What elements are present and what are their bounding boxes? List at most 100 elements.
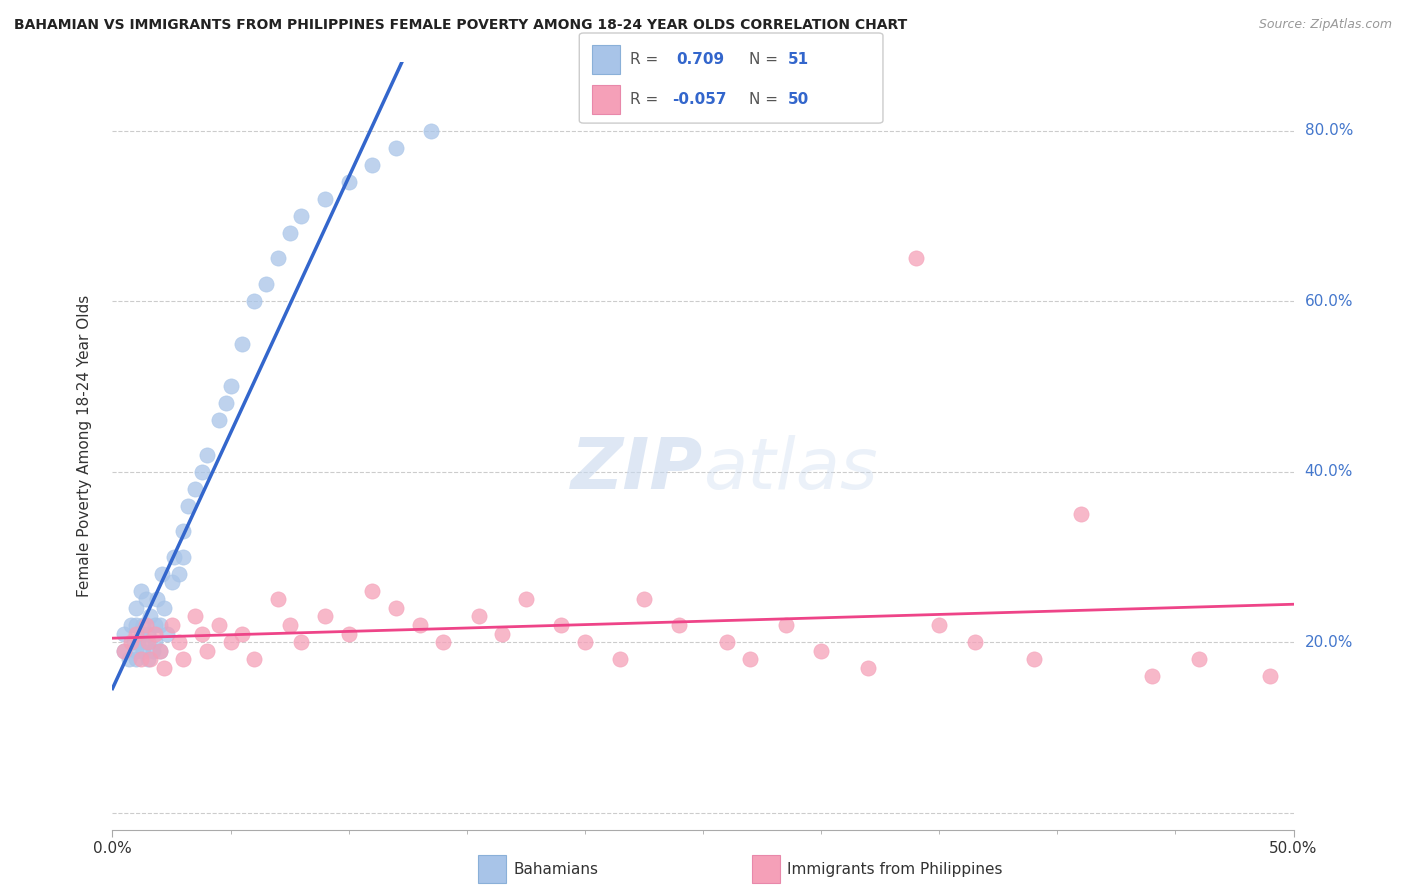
Point [118, 652, 141, 666]
Point [928, 618, 950, 632]
Point [142, 643, 165, 657]
Point [167, 566, 190, 581]
Point [195, 643, 218, 657]
Text: 51: 51 [787, 52, 808, 67]
Point [858, 660, 880, 674]
Point [408, 618, 430, 632]
Point [385, 601, 408, 615]
Point [120, 635, 142, 649]
Point [290, 635, 312, 649]
Point [146, 592, 169, 607]
Text: BAHAMIAN VS IMMIGRANTS FROM PHILIPPINES FEMALE POVERTY AMONG 18-24 YEAR OLDS COR: BAHAMIAN VS IMMIGRANTS FROM PHILIPPINES … [14, 18, 907, 32]
Text: 80.0%: 80.0% [1305, 123, 1353, 138]
Point [153, 660, 176, 674]
Point [633, 592, 655, 607]
Point [191, 626, 214, 640]
Point [129, 652, 152, 666]
Point [177, 499, 200, 513]
Text: R =: R = [630, 52, 658, 67]
Point [149, 618, 172, 632]
Point [208, 618, 231, 632]
Text: N =: N = [749, 52, 779, 67]
Point [385, 141, 408, 155]
Point [231, 626, 253, 640]
Point [740, 652, 762, 666]
Point [267, 252, 290, 266]
Point [963, 635, 986, 649]
Point [172, 652, 194, 666]
Point [120, 618, 142, 632]
Point [156, 626, 179, 640]
Point [127, 635, 149, 649]
Point [243, 652, 266, 666]
Point [112, 626, 135, 640]
Text: 0.709: 0.709 [676, 52, 724, 67]
Point [135, 618, 157, 632]
Point [1070, 507, 1092, 521]
Point [135, 592, 157, 607]
Point [132, 618, 155, 632]
Point [314, 609, 336, 624]
Point [668, 618, 690, 632]
Point [515, 592, 537, 607]
Point [467, 609, 489, 624]
Point [125, 626, 148, 640]
Text: N =: N = [749, 92, 779, 107]
Point [215, 396, 238, 410]
Point [810, 643, 832, 657]
Point [1022, 652, 1045, 666]
Point [160, 575, 183, 590]
Point [254, 277, 277, 291]
Point [314, 192, 336, 206]
Point [149, 643, 172, 657]
Point [219, 635, 242, 649]
Text: Bahamians: Bahamians [513, 863, 598, 877]
Point [1140, 669, 1163, 683]
Y-axis label: Female Poverty Among 18-24 Year Olds: Female Poverty Among 18-24 Year Olds [77, 295, 91, 597]
Point [167, 635, 190, 649]
Point [184, 482, 207, 496]
Point [290, 209, 312, 223]
Point [139, 609, 162, 624]
Text: R =: R = [630, 92, 658, 107]
Point [125, 601, 148, 615]
Point [337, 175, 360, 189]
Text: 50: 50 [787, 92, 808, 107]
Text: 60.0%: 60.0% [1305, 293, 1353, 309]
Point [129, 626, 152, 640]
Point [125, 652, 148, 666]
Point [125, 618, 148, 632]
Point [136, 652, 159, 666]
Point [160, 618, 183, 632]
Point [574, 635, 596, 649]
Point [112, 643, 135, 657]
Point [143, 626, 166, 640]
Point [243, 294, 266, 309]
Point [125, 643, 148, 657]
Point [143, 635, 166, 649]
Point [420, 123, 443, 137]
Point [267, 592, 290, 607]
Point [491, 626, 513, 640]
Point [122, 635, 145, 649]
Point [149, 643, 172, 657]
Point [432, 635, 454, 649]
Text: Immigrants from Philippines: Immigrants from Philippines [787, 863, 1002, 877]
Text: ZIP: ZIP [571, 434, 703, 503]
Point [132, 643, 155, 657]
Point [361, 583, 384, 598]
Point [172, 524, 194, 539]
Point [904, 252, 927, 266]
Text: atlas: atlas [703, 434, 877, 503]
Text: -0.057: -0.057 [672, 92, 727, 107]
Point [361, 158, 384, 172]
Point [1188, 652, 1211, 666]
Point [208, 413, 231, 427]
Point [136, 635, 159, 649]
Point [609, 652, 631, 666]
Text: 20.0%: 20.0% [1305, 634, 1353, 649]
Point [716, 635, 738, 649]
Point [231, 336, 253, 351]
Point [278, 226, 301, 240]
Point [195, 448, 218, 462]
